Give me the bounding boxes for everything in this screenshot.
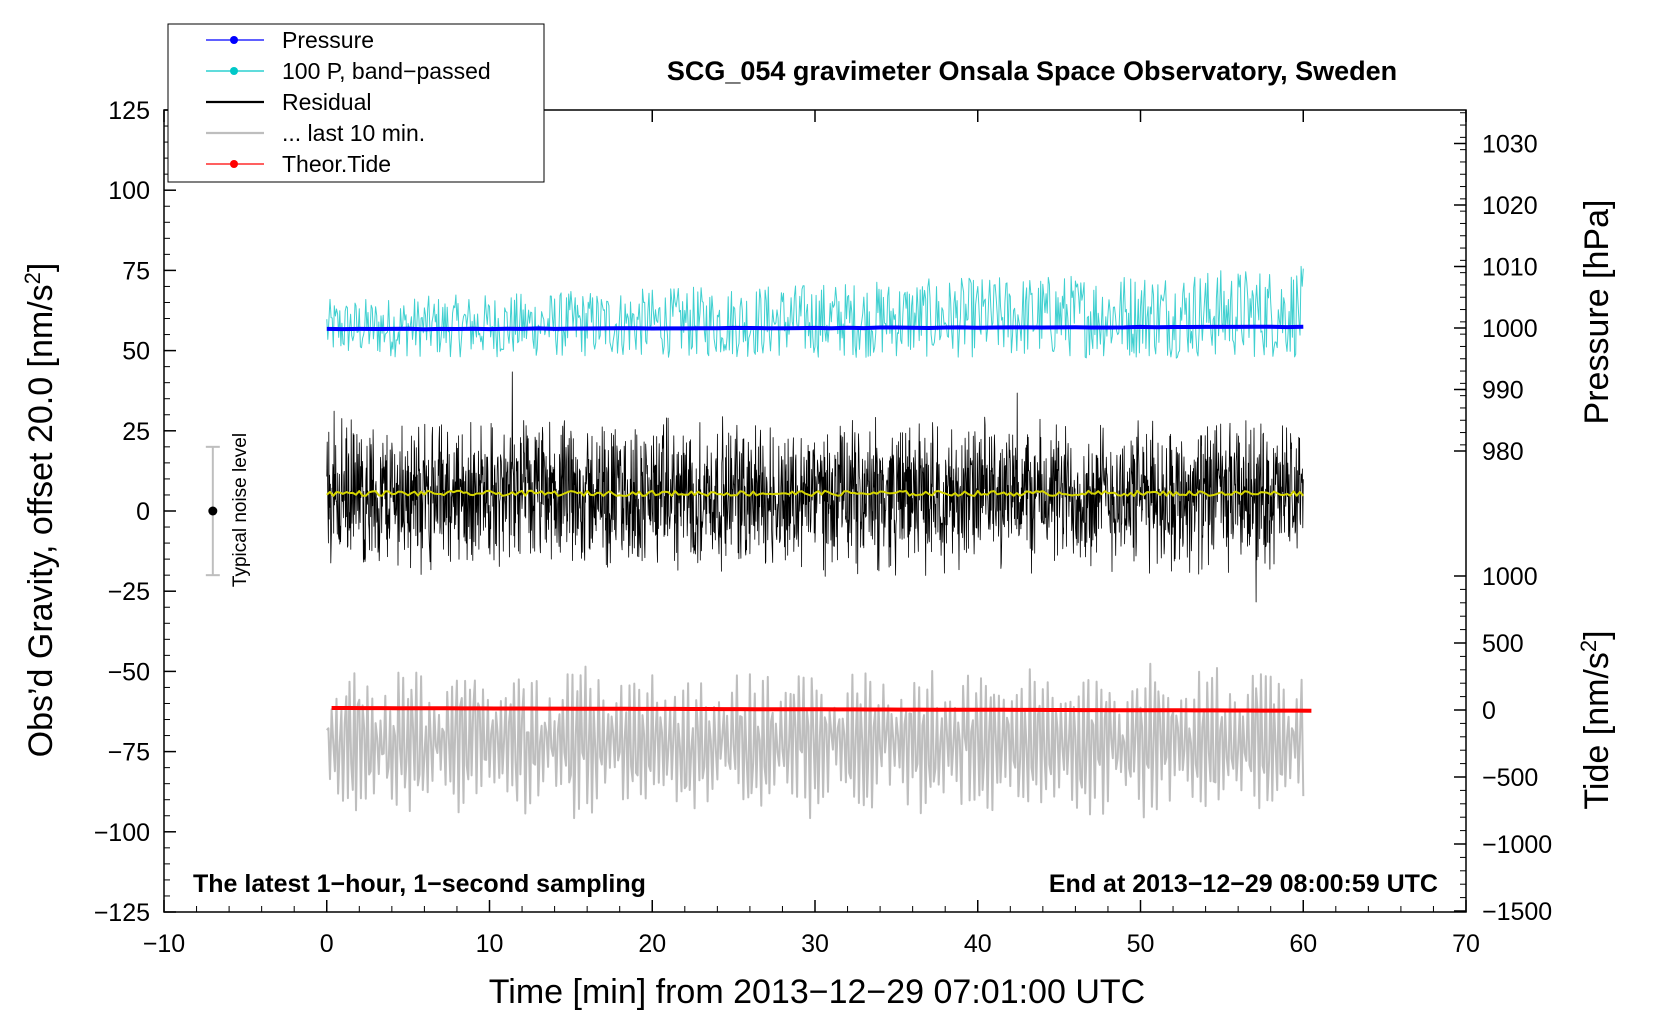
series-line-pressure-bandpassed (326, 265, 1304, 359)
left-tick-label: −50 (108, 658, 150, 686)
legend-marker (230, 160, 238, 168)
tide-axis-label-superscript: 2 (1576, 640, 1601, 652)
legend-label: Residual (282, 89, 372, 115)
x-tick-label: 10 (476, 930, 504, 958)
pressure-axis-label: Pressure [hPa] (1578, 200, 1616, 425)
legend: Pressure 100 P, band−passed Residual ... la… (167, 23, 545, 183)
legend-marker (230, 67, 238, 75)
left-tick-label: 25 (122, 418, 150, 446)
left-tick-label: −75 (108, 739, 150, 767)
series-line-theoretical-tide (331, 706, 1312, 713)
tide-tick-label: −500 (1482, 764, 1538, 792)
series-layer (326, 265, 1312, 820)
x-tick-label: 0 (320, 930, 334, 958)
series-line-last-10-min (326, 662, 1305, 820)
legend-label: Pressure (282, 27, 374, 53)
tide-tick-label: 500 (1482, 630, 1524, 658)
x-tick-label: −10 (143, 930, 185, 958)
pressure-tick-label: 1010 (1482, 254, 1538, 282)
left-tick-label: 50 (122, 338, 150, 366)
left-tick-label: 100 (108, 177, 150, 205)
pressure-tick-label: 980 (1482, 438, 1524, 466)
x-tick-label: 20 (638, 930, 666, 958)
tide-axis-label-tail: ] (1578, 630, 1616, 639)
left-tick-label: −100 (94, 819, 150, 847)
tide-tick-label: −1500 (1482, 898, 1552, 926)
ticks-layer: −10 0 10 20 30 40 50 60 701251007550250−25−50−75… (94, 97, 1553, 958)
legend-marker (230, 36, 238, 44)
annotation-sampling: The latest 1−hour, 1−second sampling (193, 870, 646, 898)
left-axis-label-tail: ] (22, 263, 60, 272)
noise-bar-center-dot (208, 506, 218, 516)
pressure-tick-label: 990 (1482, 377, 1524, 405)
legend-label: ... last 10 min. (282, 120, 425, 146)
left-tick-label: 125 (108, 97, 150, 125)
pressure-tick-label: 1000 (1482, 315, 1538, 343)
left-tick-label: 75 (122, 257, 150, 285)
x-tick-label: 70 (1452, 930, 1480, 958)
x-tick-label: 40 (964, 930, 992, 958)
tide-axis-label: Tide [nm/s2] (1576, 630, 1616, 809)
left-tick-label: 0 (136, 498, 150, 526)
noise-level-label: Typical noise level (230, 433, 251, 587)
x-axis-label: Time [min] from 2013−12−29 07:01:00 UTC (489, 973, 1145, 1011)
series-line-residual (326, 371, 1304, 603)
x-tick-label: 30 (801, 930, 829, 958)
x-tick-label: 60 (1289, 930, 1317, 958)
tide-tick-label: 0 (1482, 697, 1496, 725)
left-tick-label: −25 (108, 578, 150, 606)
legend-label: 100 P, band−passed (282, 58, 491, 84)
noise-level-indicator (205, 445, 220, 577)
series-line-residual-smoothed (326, 489, 1305, 497)
tide-axis-label-main: Tide [nm/s (1578, 652, 1616, 809)
series-line-pressure (326, 324, 1304, 332)
left-axis-label: Obs’d Gravity, offset 20.0 [nm/s2] (20, 263, 60, 758)
tide-tick-label: −1000 (1482, 831, 1552, 859)
tide-tick-label: 1000 (1482, 563, 1538, 591)
left-axis-label-superscript: 2 (20, 272, 45, 284)
pressure-tick-label: 1020 (1482, 192, 1538, 220)
annotation-end-time: End at 2013−12−29 08:00:59 UTC (1049, 870, 1438, 898)
pressure-tick-label: 1030 (1482, 131, 1538, 159)
x-tick-label: 50 (1127, 930, 1155, 958)
chart-title: SCG_054 gravimeter Onsala Space Observat… (667, 56, 1397, 86)
left-axis-label-main: Obs’d Gravity, offset 20.0 [nm/s (22, 284, 60, 757)
legend-label: Theor.Tide (282, 151, 391, 177)
left-tick-label: −125 (94, 899, 150, 927)
